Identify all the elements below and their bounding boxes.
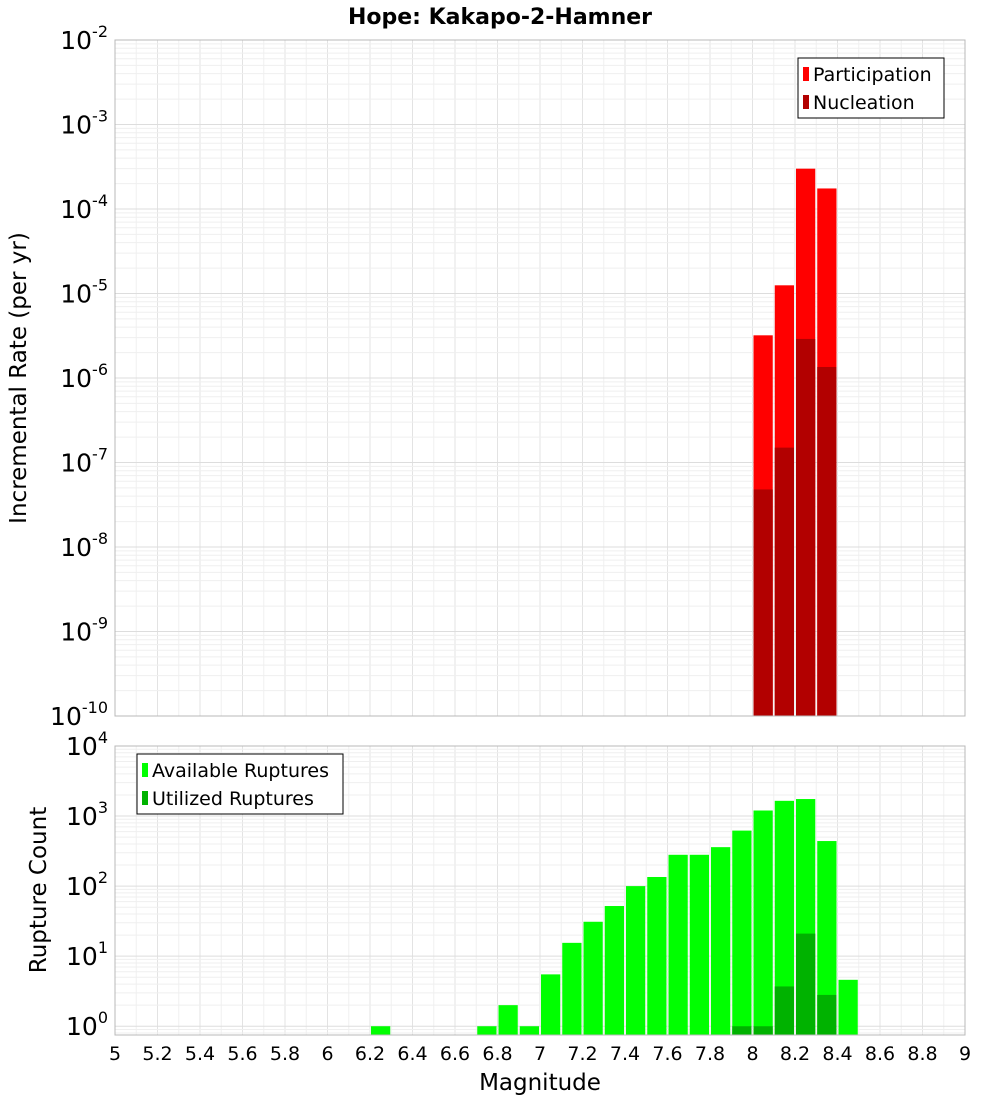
bar [477, 1026, 497, 1035]
bar [371, 1026, 391, 1035]
legend-swatch [142, 763, 148, 777]
x-tick-label: 7.2 [567, 1043, 597, 1065]
bar [817, 841, 837, 1035]
legend-label: Participation [813, 64, 932, 86]
bar [774, 986, 794, 1035]
x-tick-label: 7 [534, 1043, 546, 1065]
legend-swatch [142, 791, 148, 805]
y-tick-label: 10-2 [60, 22, 108, 55]
bar [562, 942, 582, 1035]
x-tick-label: 7.6 [652, 1043, 682, 1065]
x-tick-label: 6.8 [482, 1043, 512, 1065]
top-legend: Participation Nucleation [797, 57, 945, 119]
bar [626, 886, 646, 1035]
x-tick-label: 5.6 [227, 1043, 257, 1065]
bar [498, 1005, 518, 1035]
x-tick-label: 8.8 [907, 1043, 937, 1065]
legend-box [797, 57, 945, 119]
x-tick-label: 5.4 [185, 1043, 215, 1065]
y-tick-label: 10-7 [60, 445, 108, 478]
bar [732, 830, 752, 1035]
legend-label: Utilized Ruptures [152, 788, 314, 810]
x-tick-labels: 5 5.2 5.4 5.6 5.8 6 6.2 6.4 6.6 6.8 7 7.2 7.4 7.6 7.8 8… [109, 1043, 971, 1065]
legend-swatch [803, 67, 809, 81]
legend-label: Nucleation [813, 92, 915, 114]
x-tick-label: 8 [746, 1043, 758, 1065]
y-tick-label: 10-6 [60, 360, 108, 393]
legend-swatch [803, 95, 809, 109]
y-tick-label: 104 [66, 728, 108, 761]
x-axis-label: Magnitude [479, 1070, 601, 1096]
bar [796, 338, 816, 716]
bar [796, 933, 816, 1035]
bar [604, 906, 624, 1035]
bar [519, 1026, 539, 1035]
bottom-y-axis-label: Rupture Count [26, 807, 52, 973]
bottom-legend: Available Ruptures Utilized Ruptures [136, 753, 344, 815]
y-tick-label: 102 [66, 868, 108, 901]
x-tick-label: 6.6 [440, 1043, 470, 1065]
y-tick-label: 10-9 [60, 614, 108, 647]
x-tick-label: 5.2 [142, 1043, 172, 1065]
bottom-y-ticks: 104 103 102 101 100 [66, 728, 108, 1041]
y-tick-label: 10-4 [60, 191, 108, 224]
bar [838, 979, 858, 1035]
bar [753, 810, 773, 1035]
bar [774, 447, 794, 716]
y-tick-label: 10-10 [50, 698, 108, 731]
bar [753, 489, 773, 716]
legend-box [136, 753, 344, 815]
bottom-plot-border [114, 745, 966, 1036]
top-plot-border [114, 39, 966, 717]
bottom-bars [371, 799, 858, 1035]
bar [817, 366, 837, 716]
top-bars [753, 168, 837, 717]
y-tick-label: 103 [66, 798, 108, 831]
x-tick-label: 8.2 [780, 1043, 810, 1065]
y-tick-label: 10-8 [60, 529, 108, 562]
chart-title: Hope: Kakapo-2-Hamner [348, 5, 652, 30]
bar [583, 921, 603, 1035]
bar [753, 1026, 773, 1035]
x-tick-label: 7.8 [695, 1043, 725, 1065]
legend-label: Available Ruptures [152, 760, 329, 782]
top-y-ticks: 10-2 10-3 10-4 10-5 10-6 10-7 10-8 10-9 10-10 [50, 22, 108, 731]
x-tick-label: 8.6 [865, 1043, 895, 1065]
x-tick-label: 6 [321, 1043, 333, 1065]
y-tick-label: 100 [66, 1008, 108, 1041]
top-grid [115, 40, 965, 716]
bar [732, 1026, 752, 1035]
x-tick-label: 7.4 [610, 1043, 640, 1065]
bar [668, 854, 688, 1035]
x-tick-label: 6.2 [355, 1043, 385, 1065]
x-tick-label: 5.8 [270, 1043, 300, 1065]
x-tick-label: 6.4 [397, 1043, 427, 1065]
y-tick-label: 10-3 [60, 107, 108, 140]
x-tick-label: 8.4 [822, 1043, 852, 1065]
y-tick-label: 10-5 [60, 276, 108, 309]
bar [711, 847, 731, 1035]
bar [541, 974, 561, 1035]
x-tick-label: 9 [959, 1043, 971, 1065]
x-tick-label: 5 [109, 1043, 121, 1065]
y-tick-label: 101 [66, 938, 108, 971]
bar [689, 854, 709, 1035]
top-y-axis-label: Incremental Rate (per yr) [6, 232, 32, 524]
bar [647, 876, 667, 1035]
bar [817, 994, 837, 1035]
bar [774, 800, 794, 1035]
